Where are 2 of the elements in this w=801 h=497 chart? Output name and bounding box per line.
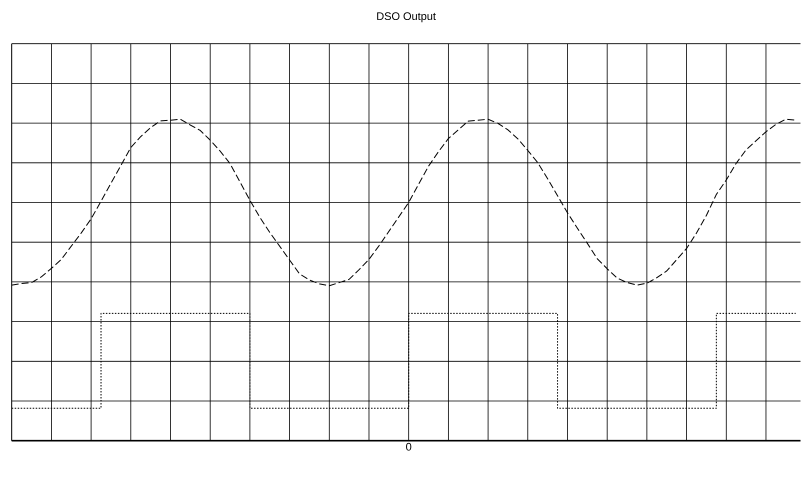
chart-title: DSO Output (377, 12, 436, 22)
text: 0 (406, 442, 412, 451)
